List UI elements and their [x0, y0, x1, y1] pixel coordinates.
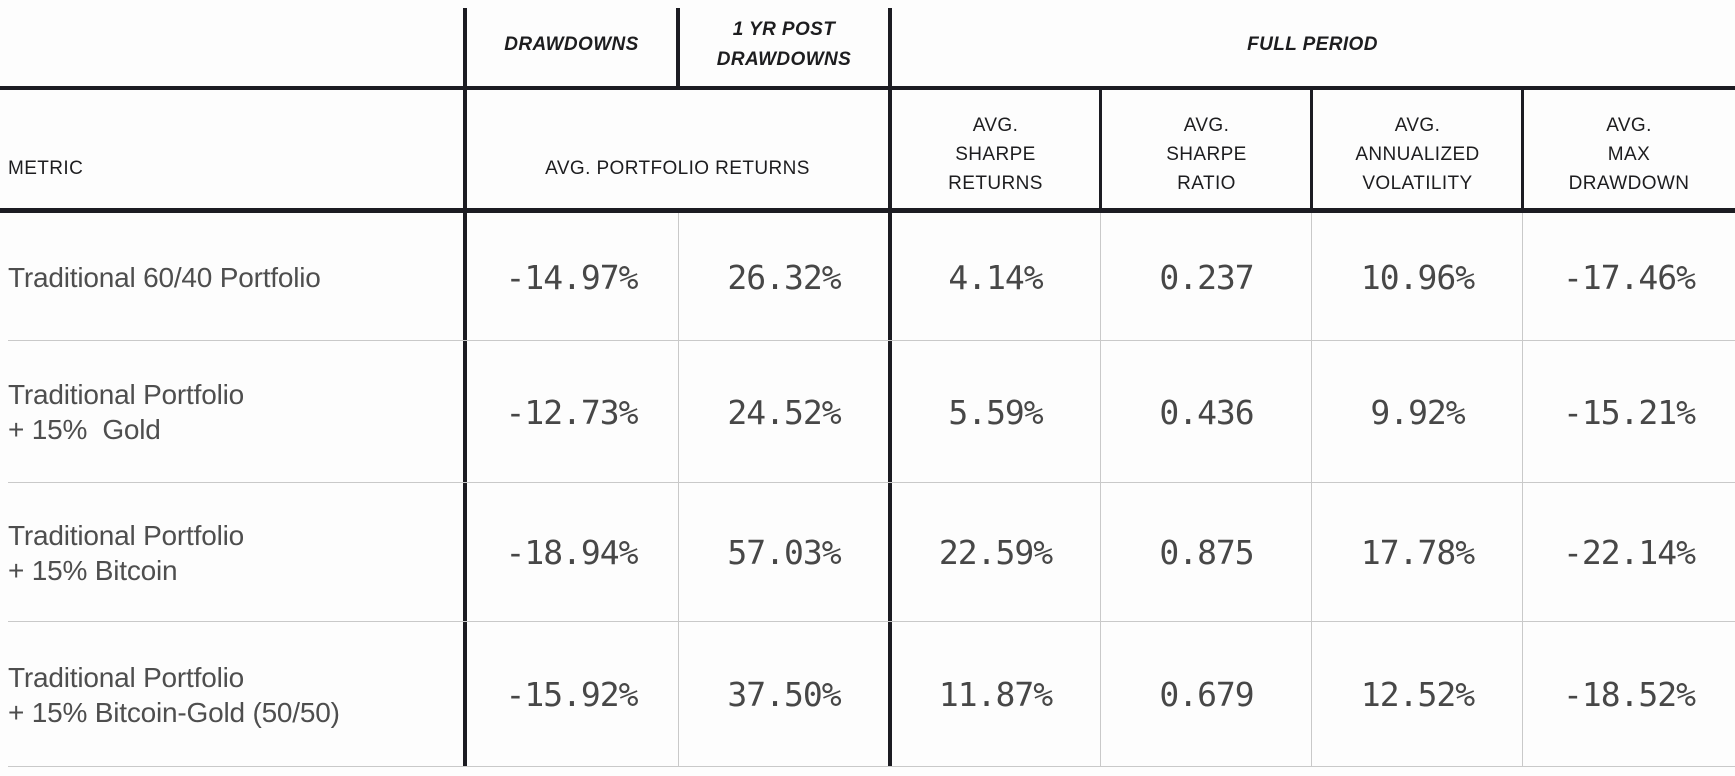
column-header-avg-portfolio-returns: AVG. PORTFOLIO RETURNS [545, 158, 810, 179]
row-label-traditional-60-40: Traditional 60/40 Portfolio [8, 261, 321, 293]
cell-value: 4.14% [948, 257, 1043, 297]
rule-horizontal-header-bottom [0, 208, 1735, 213]
row-divider-1 [8, 340, 1735, 341]
cell-value: -12.73% [505, 392, 638, 432]
rule-horizontal-header-top [0, 86, 1735, 90]
divider-vertical-header-ratio [1310, 90, 1313, 213]
cell-value: 0.436 [1159, 392, 1254, 432]
divider-vertical-thin-2 [1100, 213, 1101, 767]
divider-vertical-thin-3 [1311, 213, 1312, 767]
row-label-traditional-plus-gold: Traditional Portfolio + 15% Gold [8, 379, 244, 445]
cell-value: -17.46% [1562, 257, 1696, 297]
row-label-traditional-plus-bitcoin: Traditional Portfolio + 15% Bitcoin [8, 519, 244, 586]
cell-value: 9.92% [1370, 392, 1465, 432]
row-divider-bottom [8, 766, 1735, 767]
divider-vertical-thin-4 [1522, 213, 1523, 767]
cell-value: 0.679 [1159, 675, 1254, 714]
cell-value: 57.03% [727, 533, 841, 572]
cell-value: -18.94% [505, 533, 638, 572]
group-header-1yr-post-drawdowns: 1 YR POST DRAWDOWNS [716, 19, 852, 70]
column-header-avg-sharpe-ratio: AVG. SHARPE RATIO [1166, 115, 1247, 194]
cell-value: 0.875 [1159, 533, 1254, 572]
cell-value: 0.237 [1159, 257, 1254, 297]
column-header-avg-annualized-volatility: AVG. ANNUALIZED VOLATILITY [1355, 115, 1480, 194]
divider-vertical-full-period [888, 8, 892, 767]
cell-value: 24.52% [727, 392, 841, 432]
group-header-drawdowns: DRAWDOWNS [504, 34, 639, 55]
cell-value: -22.14% [1562, 533, 1696, 572]
cell-value: -14.97% [505, 257, 638, 297]
cell-value: 17.78% [1360, 533, 1475, 572]
cell-value: 37.50% [727, 675, 841, 714]
row-label-traditional-plus-bitcoin-gold: Traditional Portfolio + 15% Bitcoin-Gold… [8, 661, 340, 728]
cell-value: 5.59% [948, 392, 1043, 432]
column-header-metric: METRIC [8, 158, 84, 179]
divider-vertical-header-volatility [1521, 90, 1524, 213]
cell-value: 26.32% [727, 257, 841, 297]
cell-value: -15.21% [1562, 392, 1696, 432]
cell-value: 11.87% [938, 675, 1053, 714]
divider-vertical-thin-1 [678, 213, 679, 767]
cell-value: 10.96% [1360, 257, 1475, 297]
cell-value: -15.92% [505, 675, 638, 714]
group-header-full-period: FULL PERIOD [1247, 34, 1378, 55]
divider-vertical-metric [463, 8, 467, 767]
divider-vertical-drawdowns-split [676, 8, 680, 90]
divider-vertical-header-sharpe [1099, 90, 1102, 213]
column-header-avg-max-drawdown: AVG. MAX DRAWDOWN [1568, 115, 1690, 194]
cell-value: 12.52% [1360, 675, 1475, 714]
cell-value: -18.52% [1562, 675, 1696, 714]
column-header-avg-sharpe-returns: AVG. SHARPE RETURNS [948, 115, 1043, 194]
row-divider-2 [8, 482, 1735, 483]
cell-value: 22.59% [938, 533, 1053, 572]
row-divider-3 [8, 621, 1735, 622]
